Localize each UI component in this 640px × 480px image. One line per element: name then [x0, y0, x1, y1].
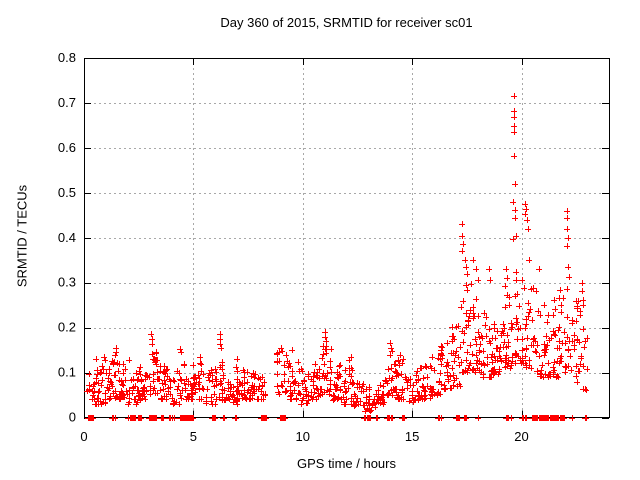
y-tick-label: 0.1	[58, 365, 76, 380]
x-axis-label: GPS time / hours	[297, 456, 396, 471]
x-tick-label: 5	[190, 429, 197, 444]
y-tick-label: 0.6	[58, 140, 76, 155]
x-tick-label: 10	[296, 429, 310, 444]
x-tick-label: 20	[514, 429, 528, 444]
y-tick-label: 0.7	[58, 95, 76, 110]
x-tick-label: 15	[405, 429, 419, 444]
y-tick-label: 0	[69, 410, 76, 425]
y-tick-label: 0.3	[58, 275, 76, 290]
y-axis-label: SRMTID / TECUs	[14, 184, 30, 288]
chart-title: Day 360 of 2015, SRMTID for receiver sc0…	[220, 15, 473, 30]
y-tick-label: 0.2	[58, 320, 76, 335]
y-tick-label: 0.5	[58, 185, 76, 200]
y-tick-label: 0.8	[58, 50, 76, 65]
y-tick-label: 0.4	[58, 230, 76, 245]
scatter-points	[84, 93, 590, 421]
x-tick-label: 0	[80, 429, 87, 444]
